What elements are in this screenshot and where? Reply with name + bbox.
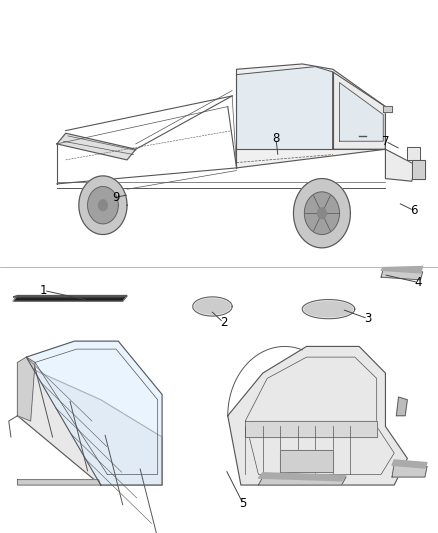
Text: 7: 7 [381,135,389,148]
Text: 5: 5 [240,497,247,510]
Polygon shape [392,464,427,477]
Polygon shape [57,133,136,160]
Polygon shape [385,149,416,181]
Text: 3: 3 [364,312,371,325]
Polygon shape [237,67,333,149]
Polygon shape [88,187,118,224]
Polygon shape [13,295,127,297]
Polygon shape [79,176,127,235]
Polygon shape [304,302,353,317]
Text: 2: 2 [219,316,227,329]
Polygon shape [237,64,385,168]
Polygon shape [392,460,427,468]
Polygon shape [381,269,423,280]
Text: 4: 4 [414,276,422,289]
Text: 9: 9 [112,191,120,204]
Polygon shape [18,480,101,485]
Polygon shape [302,300,355,319]
Polygon shape [304,192,339,235]
Text: 8: 8 [272,132,279,145]
Polygon shape [228,346,407,485]
Polygon shape [258,477,346,485]
Polygon shape [333,72,385,149]
Polygon shape [99,200,107,211]
Polygon shape [339,83,383,141]
Polygon shape [245,421,377,437]
Polygon shape [412,160,425,179]
Polygon shape [193,297,232,316]
Polygon shape [407,147,420,160]
Polygon shape [258,473,346,481]
Text: 6: 6 [410,204,418,217]
Polygon shape [280,450,333,472]
Polygon shape [195,299,230,314]
Polygon shape [18,357,35,421]
Polygon shape [18,362,162,485]
Polygon shape [26,341,162,485]
Polygon shape [383,106,392,112]
Polygon shape [396,397,407,416]
Polygon shape [381,266,423,273]
Text: 1: 1 [40,284,48,297]
Polygon shape [318,208,326,219]
Polygon shape [293,179,350,248]
Polygon shape [13,296,127,301]
